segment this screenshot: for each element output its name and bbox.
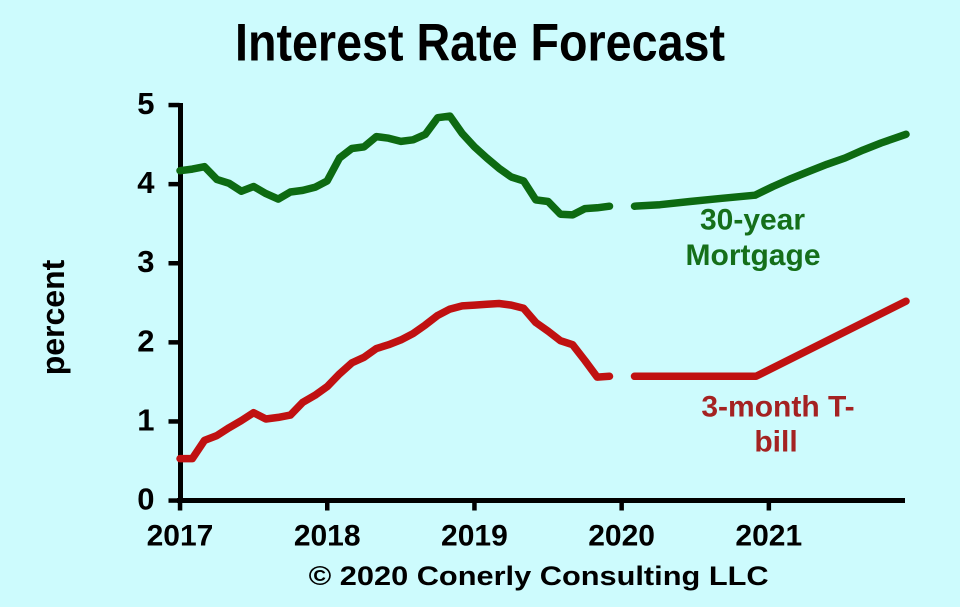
svg-text:2018: 2018 xyxy=(294,520,361,553)
svg-text:3: 3 xyxy=(137,244,154,279)
svg-text:2017: 2017 xyxy=(147,520,214,553)
svg-text:Interest Rate Forecast: Interest Rate Forecast xyxy=(235,14,725,73)
svg-text:2019: 2019 xyxy=(441,520,508,553)
svg-text:2021: 2021 xyxy=(735,520,802,553)
svg-text:© 2020 Conerly Consulting LLC: © 2020 Conerly Consulting LLC xyxy=(309,561,769,591)
svg-text:2020: 2020 xyxy=(588,520,655,553)
svg-text:percent: percent xyxy=(35,259,71,375)
svg-text:3-month T-: 3-month T- xyxy=(701,390,854,423)
svg-text:30-year: 30-year xyxy=(700,204,805,237)
svg-text:5: 5 xyxy=(137,86,154,121)
svg-text:1: 1 xyxy=(137,402,154,437)
svg-text:4: 4 xyxy=(137,165,155,200)
svg-text:0: 0 xyxy=(137,482,154,517)
svg-text:bill: bill xyxy=(754,425,797,458)
svg-text:2: 2 xyxy=(137,323,154,358)
svg-text:Mortgage: Mortgage xyxy=(686,239,821,272)
